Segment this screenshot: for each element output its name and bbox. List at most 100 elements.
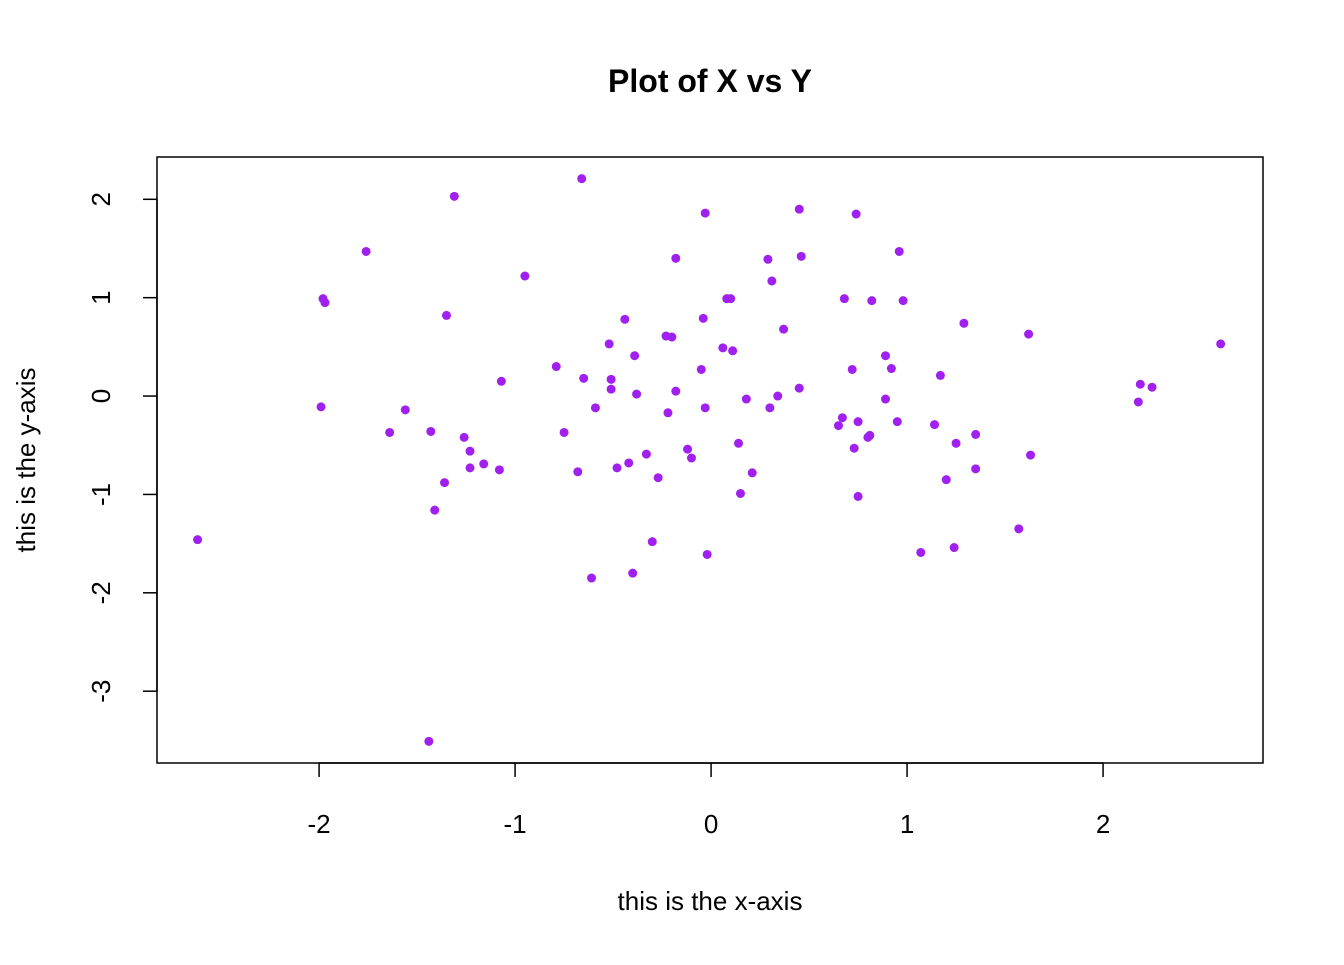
point bbox=[316, 402, 326, 412]
point bbox=[663, 408, 673, 418]
point bbox=[853, 491, 863, 501]
point bbox=[624, 458, 634, 468]
point bbox=[971, 464, 981, 474]
point bbox=[193, 535, 203, 545]
point bbox=[892, 417, 902, 427]
y-tick-label: -1 bbox=[86, 483, 116, 506]
x-tick-label: 2 bbox=[1096, 809, 1110, 839]
point bbox=[579, 373, 589, 383]
point bbox=[559, 427, 569, 437]
y-tick-label: 2 bbox=[86, 192, 116, 206]
point bbox=[551, 362, 561, 372]
point bbox=[683, 444, 693, 454]
x-tick-label: 0 bbox=[704, 809, 718, 839]
y-axis-label: this is the y-axis bbox=[11, 368, 41, 553]
point bbox=[620, 314, 630, 324]
point bbox=[320, 298, 330, 308]
point bbox=[794, 204, 804, 214]
point bbox=[449, 191, 459, 201]
point bbox=[696, 364, 706, 374]
y-tick-label: -2 bbox=[86, 581, 116, 604]
point bbox=[916, 547, 926, 557]
point bbox=[1133, 397, 1143, 407]
point bbox=[702, 549, 712, 559]
point bbox=[424, 736, 434, 746]
point bbox=[951, 438, 961, 448]
point bbox=[839, 294, 849, 304]
point bbox=[1026, 450, 1036, 460]
point bbox=[853, 417, 863, 427]
point bbox=[779, 324, 789, 334]
point bbox=[767, 276, 777, 286]
point bbox=[400, 405, 410, 415]
point bbox=[741, 394, 751, 404]
point bbox=[865, 430, 875, 440]
point bbox=[794, 383, 804, 393]
point bbox=[361, 246, 371, 256]
plot-box bbox=[156, 156, 1264, 764]
chart-title: Plot of X vs Y bbox=[608, 63, 812, 99]
point bbox=[1135, 379, 1145, 389]
point bbox=[700, 208, 710, 218]
point bbox=[765, 403, 775, 413]
point bbox=[573, 467, 583, 477]
point bbox=[494, 465, 504, 475]
point bbox=[479, 459, 489, 469]
point bbox=[590, 403, 600, 413]
point bbox=[587, 573, 597, 583]
point bbox=[1147, 382, 1157, 392]
point bbox=[1216, 339, 1226, 349]
point bbox=[728, 346, 738, 356]
point bbox=[718, 343, 728, 353]
point bbox=[606, 384, 616, 394]
point bbox=[959, 318, 969, 328]
point bbox=[647, 537, 657, 547]
point bbox=[577, 174, 587, 184]
point bbox=[796, 251, 806, 261]
point bbox=[881, 394, 891, 404]
point bbox=[941, 475, 951, 485]
point bbox=[949, 543, 959, 553]
point bbox=[747, 468, 757, 478]
point bbox=[641, 449, 651, 459]
point bbox=[726, 294, 736, 304]
point bbox=[465, 446, 475, 456]
point bbox=[1024, 329, 1034, 339]
point bbox=[735, 488, 745, 498]
point bbox=[734, 438, 744, 448]
y-tick-label: 1 bbox=[86, 290, 116, 304]
point bbox=[886, 364, 896, 374]
point bbox=[606, 374, 616, 384]
point bbox=[671, 386, 681, 396]
point bbox=[667, 332, 677, 342]
y-tick-label: 0 bbox=[86, 389, 116, 403]
point bbox=[930, 420, 940, 430]
x-tick-label: -2 bbox=[308, 809, 331, 839]
point bbox=[459, 432, 469, 442]
x-axis-label: this is the x-axis bbox=[618, 886, 803, 916]
point bbox=[604, 339, 614, 349]
point bbox=[465, 463, 475, 473]
point bbox=[971, 429, 981, 439]
point bbox=[612, 463, 622, 473]
point bbox=[833, 421, 843, 431]
point bbox=[773, 391, 783, 401]
point bbox=[847, 364, 857, 374]
point bbox=[700, 403, 710, 413]
point bbox=[1014, 524, 1024, 534]
point bbox=[686, 453, 696, 463]
point bbox=[837, 413, 847, 423]
point bbox=[520, 271, 530, 281]
point bbox=[698, 313, 708, 323]
point bbox=[385, 427, 395, 437]
point bbox=[867, 296, 877, 306]
point bbox=[881, 351, 891, 361]
x-tick-label: 1 bbox=[900, 809, 914, 839]
point bbox=[851, 209, 861, 219]
point bbox=[898, 296, 908, 306]
point bbox=[671, 253, 681, 263]
point bbox=[632, 389, 642, 399]
point bbox=[628, 568, 638, 578]
y-tick-label: -3 bbox=[86, 680, 116, 703]
